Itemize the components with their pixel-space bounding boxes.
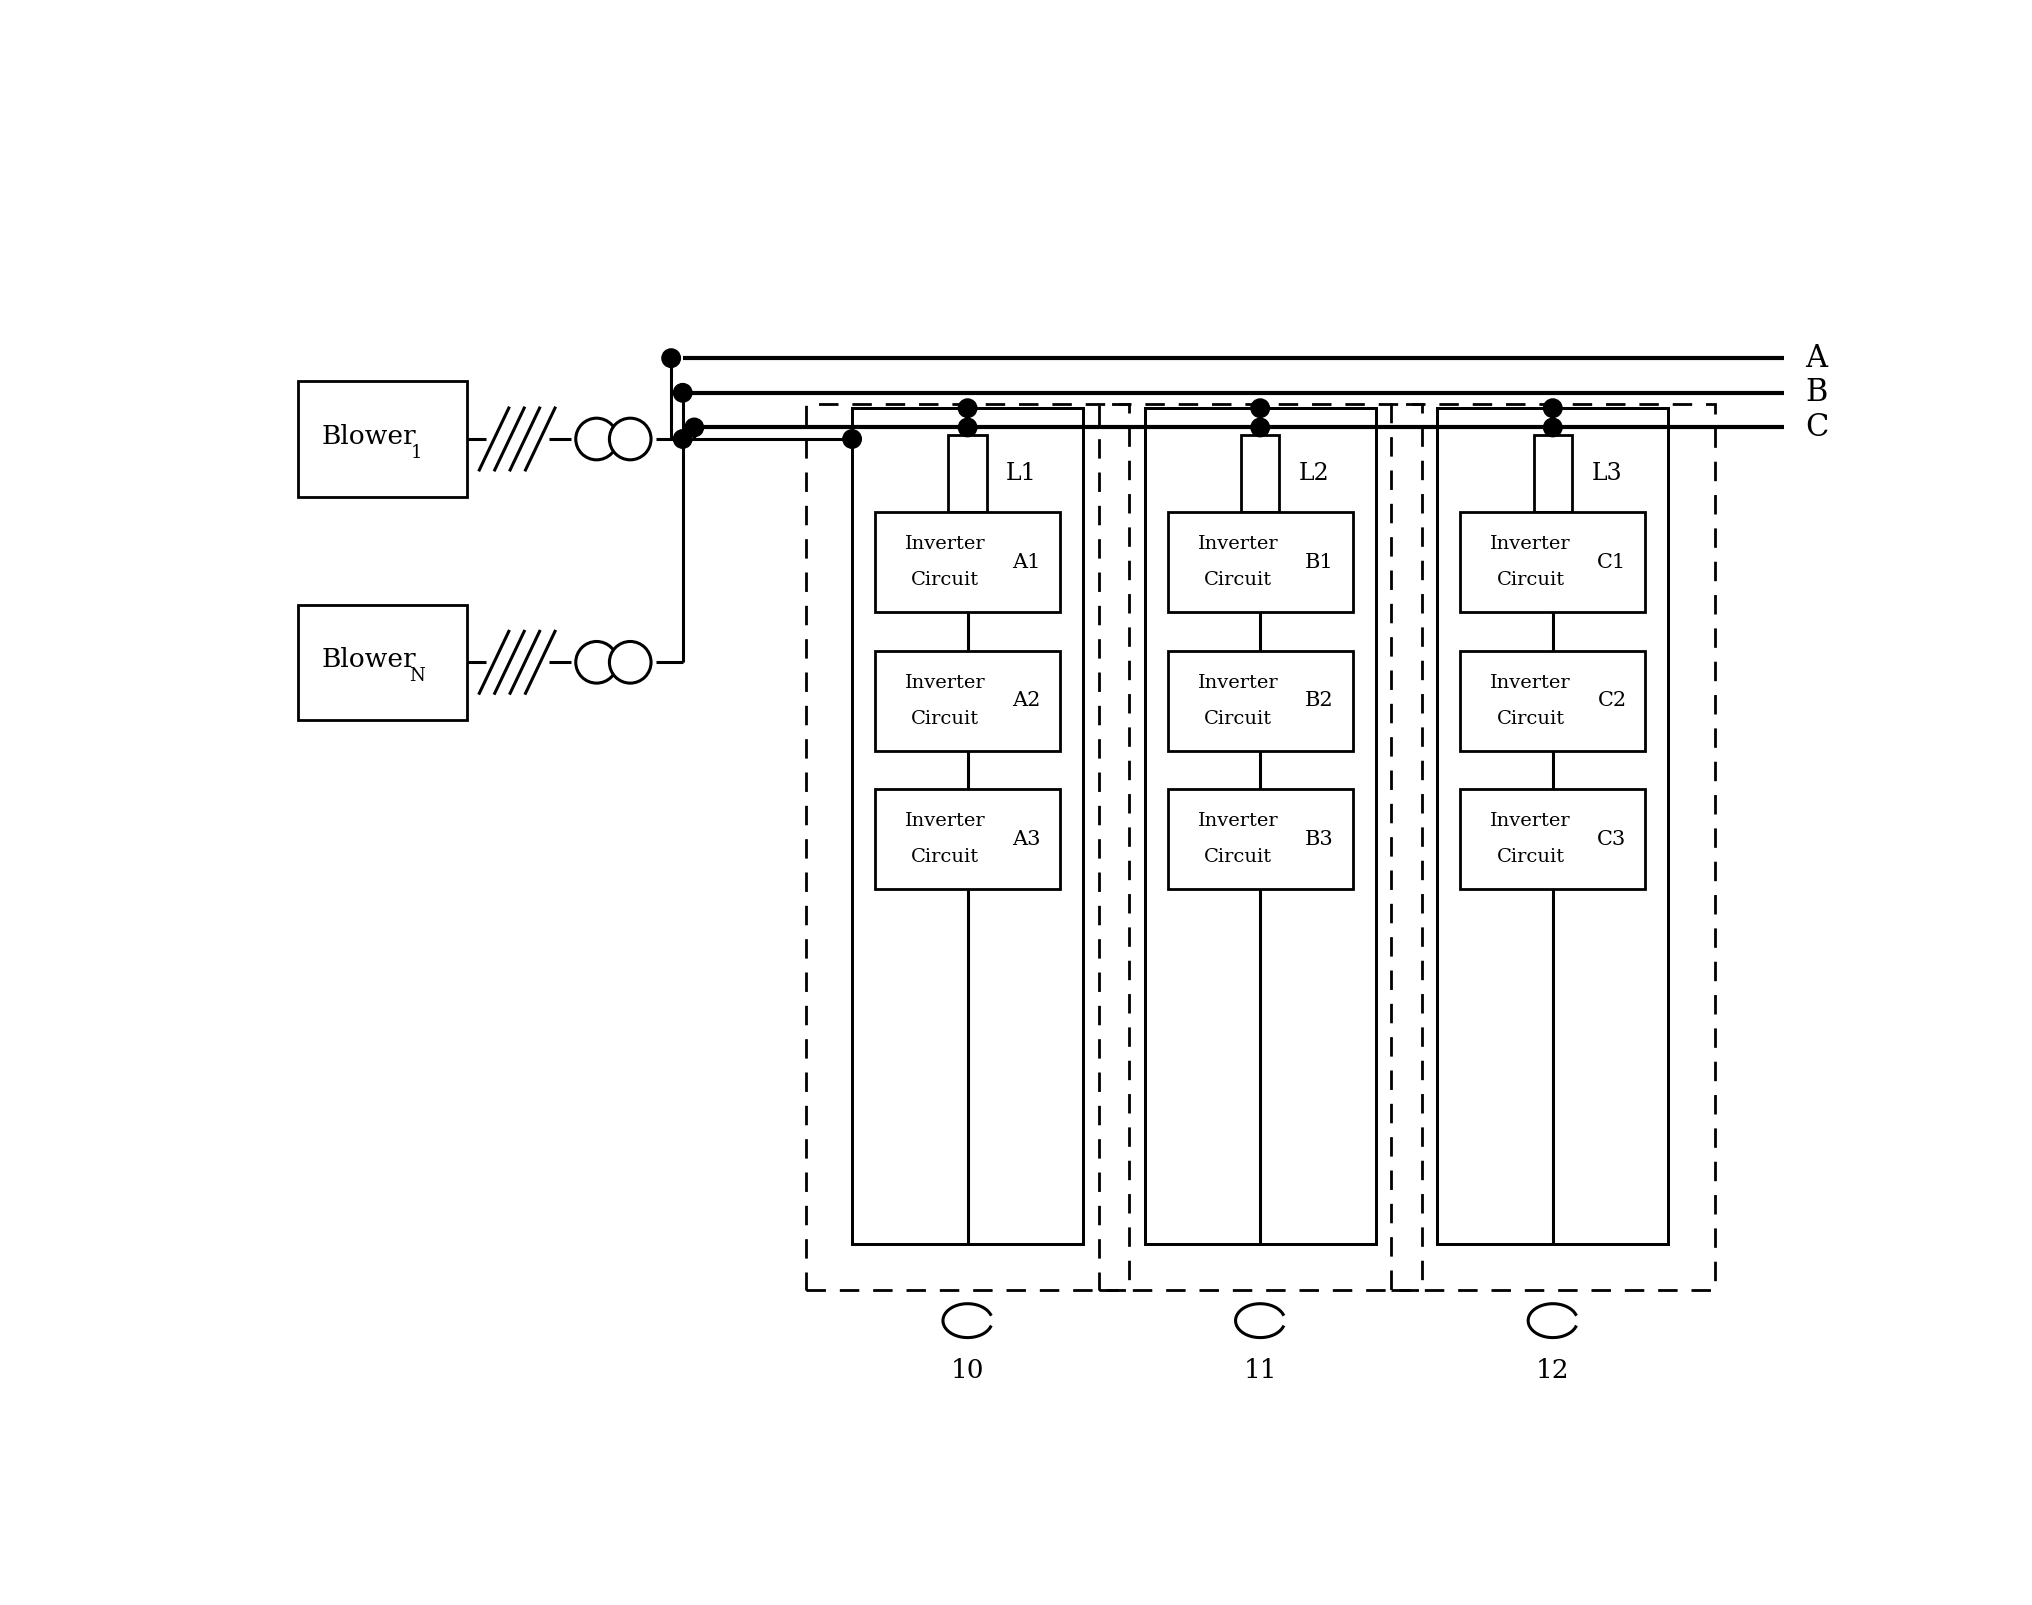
- Circle shape: [843, 430, 862, 448]
- Circle shape: [957, 400, 975, 417]
- Text: Inverter: Inverter: [1489, 812, 1571, 830]
- Text: Blower: Blower: [321, 647, 417, 672]
- Text: 11: 11: [1244, 1358, 1276, 1384]
- Bar: [805, 404, 1128, 1290]
- Text: Inverter: Inverter: [1489, 534, 1571, 554]
- Circle shape: [957, 419, 975, 437]
- Text: Inverter: Inverter: [1197, 674, 1278, 692]
- Circle shape: [685, 419, 703, 437]
- Bar: [1390, 404, 1713, 1290]
- Bar: [1144, 408, 1376, 1244]
- Bar: [1166, 512, 1351, 612]
- Text: Inverter: Inverter: [1197, 534, 1278, 554]
- Text: 10: 10: [951, 1358, 983, 1384]
- Circle shape: [575, 419, 618, 459]
- Circle shape: [1542, 400, 1561, 417]
- Text: Circuit: Circuit: [910, 849, 979, 867]
- Bar: [1459, 790, 1644, 889]
- Bar: [1166, 650, 1351, 751]
- Circle shape: [610, 419, 650, 459]
- Text: Inverter: Inverter: [904, 674, 986, 692]
- Bar: [876, 790, 1059, 889]
- Text: C1: C1: [1597, 552, 1626, 571]
- Circle shape: [673, 430, 691, 448]
- Bar: [1240, 435, 1278, 512]
- Text: Inverter: Inverter: [1489, 674, 1571, 692]
- Text: L3: L3: [1591, 462, 1622, 485]
- Bar: [876, 512, 1059, 612]
- Bar: [1144, 408, 1376, 1244]
- Text: Circuit: Circuit: [1496, 571, 1565, 589]
- Bar: [297, 605, 467, 721]
- Text: Circuit: Circuit: [1496, 849, 1565, 867]
- Text: C2: C2: [1597, 692, 1626, 711]
- Bar: [1437, 408, 1668, 1244]
- Text: Inverter: Inverter: [904, 534, 986, 554]
- Text: B2: B2: [1305, 692, 1333, 711]
- Text: Inverter: Inverter: [904, 812, 986, 830]
- Circle shape: [673, 384, 691, 401]
- Circle shape: [610, 642, 650, 684]
- Text: A1: A1: [1012, 552, 1040, 571]
- Text: Circuit: Circuit: [1496, 709, 1565, 727]
- Circle shape: [575, 642, 618, 684]
- Text: Circuit: Circuit: [1203, 849, 1272, 867]
- Bar: [1459, 650, 1644, 751]
- Text: B1: B1: [1305, 552, 1333, 571]
- Bar: [1097, 404, 1420, 1290]
- Text: B: B: [1804, 377, 1827, 408]
- Text: N: N: [408, 668, 425, 685]
- Text: A2: A2: [1012, 692, 1040, 711]
- Bar: [297, 382, 467, 498]
- Bar: [1437, 408, 1668, 1244]
- Text: Circuit: Circuit: [910, 709, 979, 727]
- Bar: [1166, 790, 1351, 889]
- Circle shape: [1542, 419, 1561, 437]
- Bar: [851, 408, 1083, 1244]
- Bar: [851, 408, 1083, 1244]
- Circle shape: [662, 348, 681, 368]
- Text: C: C: [1804, 412, 1829, 443]
- Text: C3: C3: [1597, 830, 1626, 849]
- Text: Inverter: Inverter: [1197, 812, 1278, 830]
- Text: L2: L2: [1298, 462, 1329, 485]
- Bar: [1459, 512, 1644, 612]
- Text: Circuit: Circuit: [910, 571, 979, 589]
- Bar: [947, 435, 986, 512]
- Text: Circuit: Circuit: [1203, 571, 1272, 589]
- Text: 1: 1: [410, 445, 423, 462]
- Circle shape: [1250, 419, 1268, 437]
- Text: A3: A3: [1012, 830, 1040, 849]
- Text: B3: B3: [1305, 830, 1333, 849]
- Text: Blower: Blower: [321, 424, 417, 449]
- Text: 12: 12: [1536, 1358, 1569, 1384]
- Text: A: A: [1804, 342, 1827, 374]
- Bar: [1532, 435, 1571, 512]
- Circle shape: [1250, 400, 1268, 417]
- Text: Circuit: Circuit: [1203, 709, 1272, 727]
- Text: L1: L1: [1006, 462, 1036, 485]
- Bar: [876, 650, 1059, 751]
